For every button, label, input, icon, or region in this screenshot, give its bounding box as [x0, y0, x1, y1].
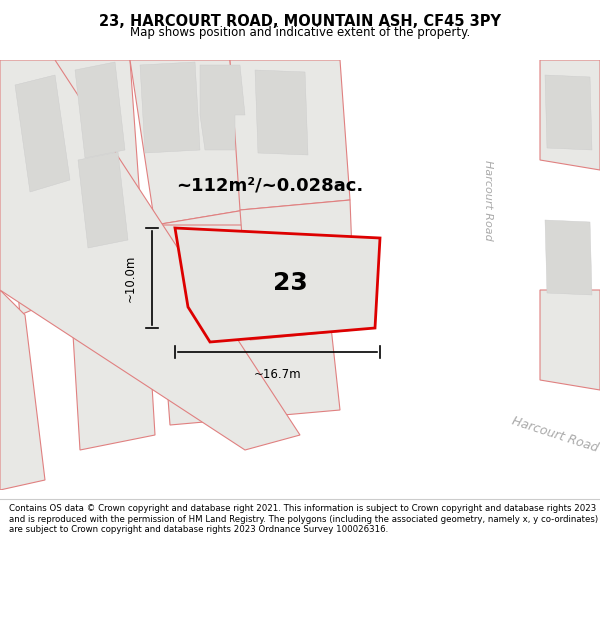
Polygon shape — [130, 60, 245, 225]
Polygon shape — [540, 60, 600, 170]
Polygon shape — [440, 60, 530, 490]
Text: Harcourt Road: Harcourt Road — [483, 159, 493, 241]
Text: 23: 23 — [272, 271, 307, 295]
Polygon shape — [440, 360, 600, 490]
Polygon shape — [70, 270, 155, 450]
Text: Map shows position and indicative extent of the property.: Map shows position and indicative extent… — [130, 26, 470, 39]
Polygon shape — [240, 200, 355, 340]
Text: ~16.7m: ~16.7m — [254, 368, 301, 381]
Polygon shape — [155, 210, 255, 330]
Polygon shape — [15, 75, 70, 192]
Polygon shape — [255, 70, 308, 155]
Text: 23, HARCOURT ROAD, MOUNTAIN ASH, CF45 3PY: 23, HARCOURT ROAD, MOUNTAIN ASH, CF45 3P… — [99, 14, 501, 29]
Polygon shape — [230, 60, 350, 210]
Polygon shape — [78, 152, 128, 248]
Polygon shape — [0, 60, 300, 450]
Text: Contains OS data © Crown copyright and database right 2021. This information is : Contains OS data © Crown copyright and d… — [9, 504, 598, 534]
Polygon shape — [55, 60, 145, 285]
Polygon shape — [200, 65, 245, 150]
Text: ~112m²/~0.028ac.: ~112m²/~0.028ac. — [176, 176, 364, 194]
Polygon shape — [540, 290, 600, 390]
Polygon shape — [155, 225, 340, 425]
Polygon shape — [75, 62, 125, 158]
Polygon shape — [0, 80, 80, 315]
Polygon shape — [545, 75, 592, 150]
Text: Harcourt Road: Harcourt Road — [510, 415, 600, 455]
Polygon shape — [0, 290, 45, 490]
Text: ~10.0m: ~10.0m — [124, 254, 137, 302]
Polygon shape — [140, 62, 200, 153]
Polygon shape — [545, 220, 592, 295]
Polygon shape — [175, 228, 380, 342]
